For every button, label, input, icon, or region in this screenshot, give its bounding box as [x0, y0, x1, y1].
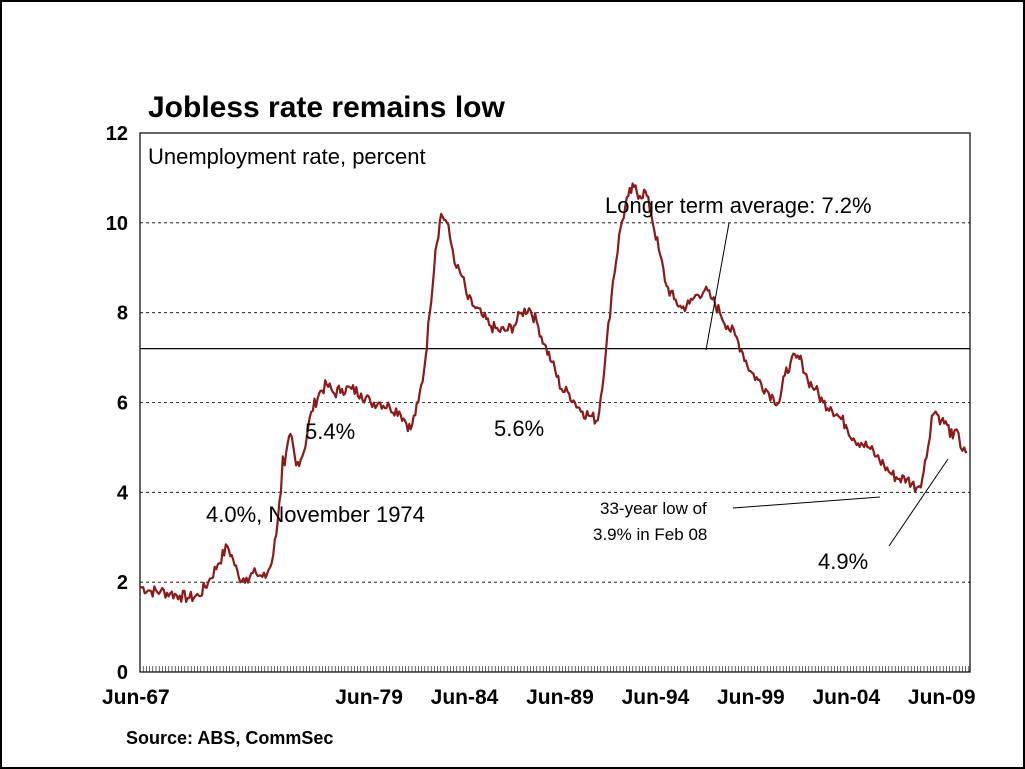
y-tick-label: 12	[106, 123, 128, 145]
annotation-nov-1974: 4.0%, November 1974	[206, 502, 425, 527]
average-leader-line	[705, 222, 730, 351]
x-axis-minor-ticks	[139, 666, 970, 672]
y-tick-label: 0	[117, 662, 128, 684]
annotation-4-9-leader	[888, 458, 949, 547]
y-tick-label: 8	[117, 303, 128, 325]
x-tick-label: Jun-89	[526, 686, 594, 709]
y-axis-ticks: 0 2 4 6 8 10 12	[106, 123, 129, 684]
annotation-33-year-low-line1: 33-year low of	[600, 499, 707, 518]
x-tick-label: Jun-09	[908, 686, 976, 709]
chart-subtitle: Unemployment rate, percent	[148, 144, 426, 169]
annotation-33-year-low-leader	[732, 496, 881, 509]
gridlines	[140, 222, 970, 583]
x-tick-label: Jun-67	[102, 686, 170, 709]
x-axis-ticks: Jun-67 Jun-79 Jun-84 Jun-89 Jun-94 Jun-99 Jun-…	[102, 686, 976, 709]
series-line-unemployment	[139, 182, 968, 603]
y-tick-label: 4	[117, 482, 129, 504]
x-tick-label: Jun-84	[431, 686, 499, 709]
y-tick-label: 10	[106, 213, 128, 235]
chart-source: Source: ABS, CommSec	[126, 728, 333, 748]
chart-title: Jobless rate remains low	[148, 91, 505, 124]
annotation-5-4: 5.4%	[305, 419, 355, 444]
y-tick-label: 2	[117, 572, 128, 594]
annotation-33-year-low-line2: 3.9% in Feb 08	[593, 525, 707, 544]
plot-area	[139, 132, 971, 673]
x-tick-label: Jun-79	[335, 686, 403, 709]
x-tick-label: Jun-94	[622, 686, 690, 709]
x-tick-label: Jun-99	[717, 686, 785, 709]
annotation-4-9: 4.9%	[818, 549, 868, 574]
x-tick-label: Jun-04	[812, 686, 880, 709]
y-tick-label: 6	[117, 393, 128, 415]
average-label: Longer term average: 7.2%	[605, 193, 872, 218]
annotation-5-6: 5.6%	[494, 416, 544, 441]
